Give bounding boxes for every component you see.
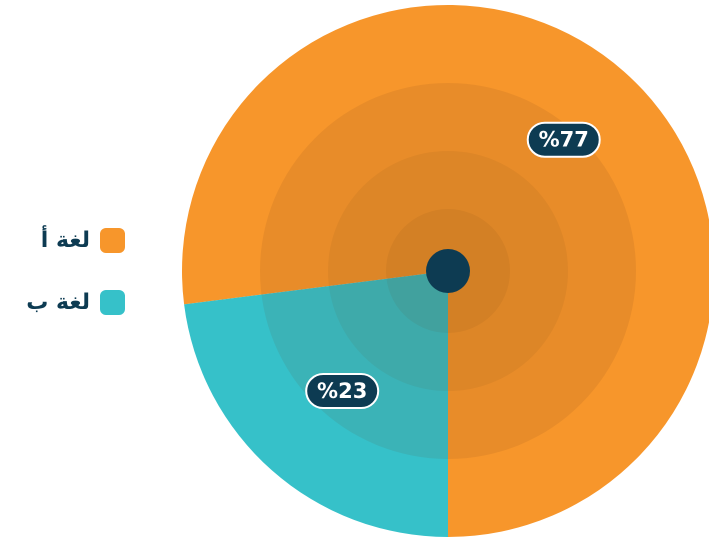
value-label-pill <box>305 373 380 410</box>
value-label-pill <box>526 121 601 158</box>
center-dot <box>426 249 470 293</box>
legend-swatch <box>100 290 125 315</box>
legend-swatch <box>100 228 125 253</box>
labels: %77 %23 <box>305 121 601 410</box>
legend: لغة أ لغة ب <box>26 224 125 315</box>
value-label: %77 <box>539 128 589 152</box>
legend-label: لغة ب <box>26 290 90 315</box>
value-label: %23 <box>317 379 367 403</box>
legend-label: لغة أ <box>41 224 90 253</box>
